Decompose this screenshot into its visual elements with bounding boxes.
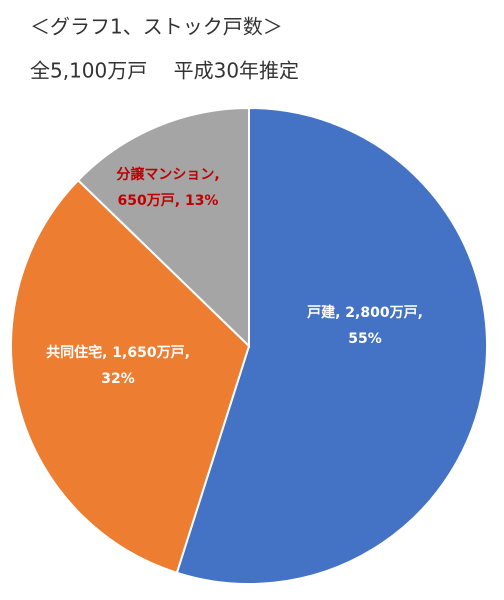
chart-title: ＜グラフ1、ストック戸数＞ [30,15,283,39]
data-label: 32% [101,371,135,387]
data-label: 650万戸, 13% [118,193,219,209]
chart-subtitle: 全5,100万戸 平成30年推定 [30,59,299,83]
pie-slice [76,106,250,349]
pie-slice [10,178,251,575]
data-label: 戸建, 2,800万戸, [307,304,423,321]
data-label: 分譲マンション, [116,166,219,183]
data-label: 共同住宅, 1,650万戸, [46,344,190,361]
data-label: 55% [348,331,382,347]
pie-slice [175,106,488,585]
